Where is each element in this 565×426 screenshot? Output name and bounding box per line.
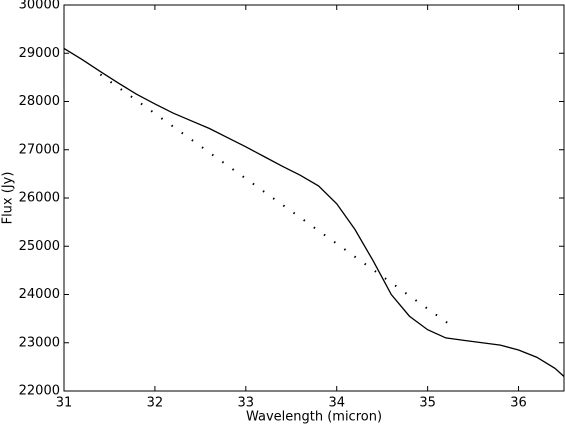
- x-tick-label: 31: [56, 396, 73, 411]
- y-tick-label: 29000: [19, 46, 60, 61]
- y-tick-label: 22000: [19, 384, 60, 399]
- y-tick-label: 27000: [19, 142, 60, 157]
- x-tick-label: 35: [419, 396, 436, 411]
- x-tick-label: 34: [328, 396, 345, 411]
- y-tick-label: 26000: [19, 191, 60, 206]
- y-tick-label: 28000: [19, 94, 60, 109]
- x-tick-label: 33: [238, 396, 255, 411]
- data-line: [99, 73, 456, 330]
- y-axis-label: Flux (Jy): [1, 172, 16, 225]
- data-line: [63, 47, 565, 378]
- y-tick-label: 30000: [19, 0, 60, 13]
- y-tick-label: 24000: [19, 287, 60, 302]
- y-tick-label: 23000: [19, 335, 60, 350]
- x-axis-label: Wavelength (micron): [246, 410, 382, 425]
- x-tick-label: 32: [147, 396, 164, 411]
- x-tick-label: 36: [510, 396, 527, 411]
- y-tick-label: 25000: [19, 239, 60, 254]
- plot-frame: [63, 4, 565, 392]
